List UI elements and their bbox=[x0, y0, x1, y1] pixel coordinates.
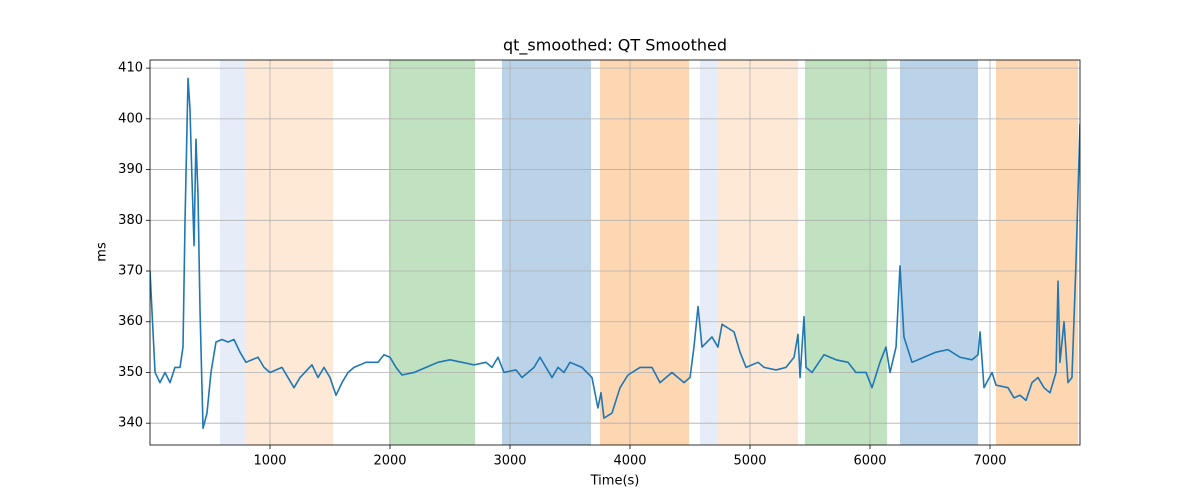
y-tick-label: 340 bbox=[118, 416, 143, 431]
spans bbox=[219, 60, 1078, 445]
span bbox=[219, 60, 246, 445]
y-axis-label: ms bbox=[95, 242, 110, 262]
x-tick-label: 3000 bbox=[493, 454, 526, 469]
x-tick-label: 2000 bbox=[373, 454, 406, 469]
span bbox=[501, 60, 591, 445]
y-tick-label: 370 bbox=[118, 264, 143, 279]
y-tick-label: 380 bbox=[118, 213, 143, 228]
y-tick-label: 400 bbox=[118, 111, 143, 126]
lines bbox=[150, 77, 1080, 430]
x-tick-label: 5000 bbox=[733, 454, 766, 469]
span bbox=[717, 60, 798, 445]
x-tick-label: 6000 bbox=[853, 454, 886, 469]
span bbox=[699, 60, 718, 445]
y-tick-label: 360 bbox=[118, 314, 143, 329]
y-tick-label: 410 bbox=[118, 61, 143, 76]
span bbox=[600, 60, 690, 445]
span bbox=[245, 60, 333, 445]
span bbox=[996, 60, 1078, 445]
x-tick-label: 4000 bbox=[613, 454, 646, 469]
x-tick-label: 1000 bbox=[253, 454, 286, 469]
y-tick-label: 350 bbox=[118, 365, 143, 380]
chart-title: qt_smoothed: QT Smoothed bbox=[503, 36, 727, 56]
axes: 1000 2000 3000 4000 5000 6000 7000 340 350 360 370… bbox=[118, 59, 1081, 469]
y-tick-label: 390 bbox=[118, 162, 143, 177]
line bbox=[150, 77, 1080, 430]
span bbox=[389, 60, 475, 445]
span bbox=[900, 60, 978, 445]
plot-frame bbox=[149, 59, 1081, 446]
x-tick-label: 7000 bbox=[973, 454, 1006, 469]
span bbox=[804, 60, 888, 445]
x-axis-label: Time(s) bbox=[590, 474, 640, 489]
